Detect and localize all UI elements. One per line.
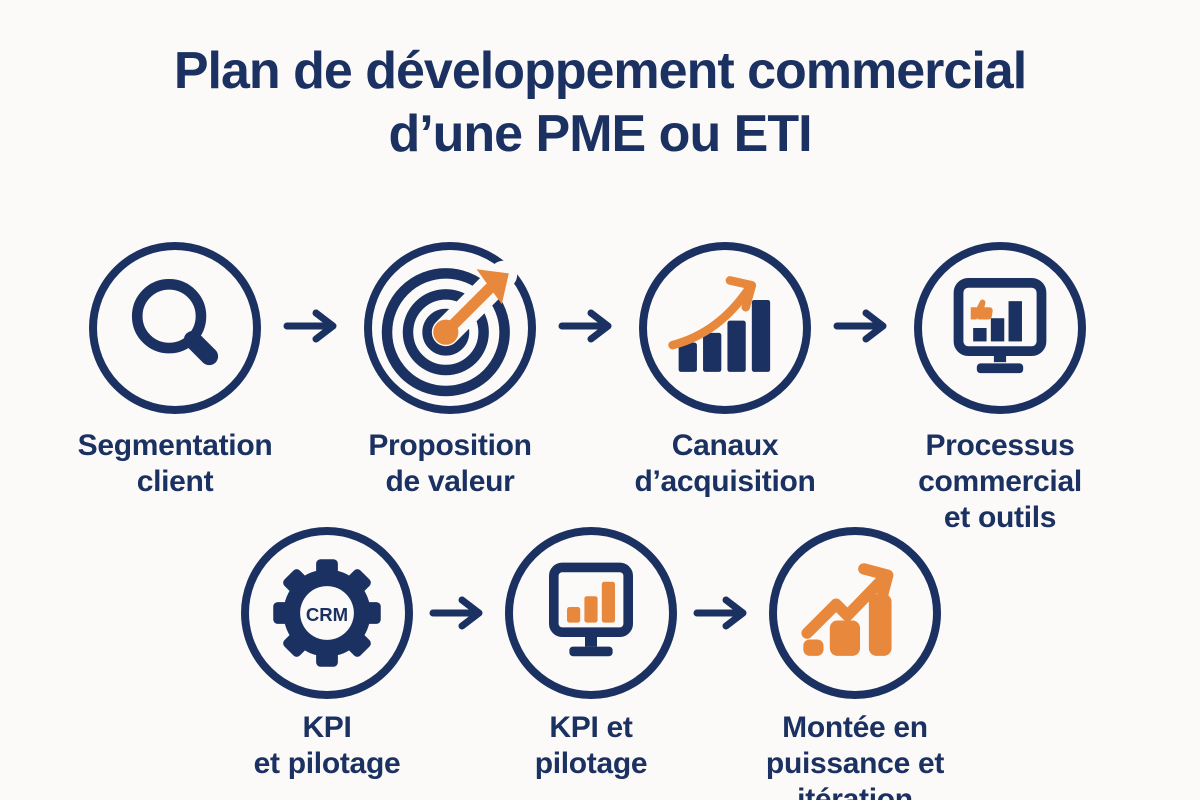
monitor-chart-icon (953, 277, 1047, 374)
step-label-line: KPI (302, 711, 352, 744)
step-circle: CRM (241, 527, 413, 699)
scaling-chart-icon (801, 563, 894, 656)
flow-arrow-icon (833, 309, 887, 343)
step-label-line: et pilotage (253, 747, 401, 780)
step-label: Processus commercial et outils (850, 428, 1150, 536)
crm-gear-icon: CRM (273, 559, 381, 667)
flow-arrow-icon (283, 309, 337, 343)
step-label: Proposition de valeur (300, 428, 600, 500)
step-label-line: pilotage (534, 747, 648, 780)
step-circle (364, 242, 536, 414)
title-line-2: d’une PME ou ETI (388, 105, 812, 164)
step-label: Canaux d’acquisition (575, 428, 875, 500)
page-title: Plan de développement commercial d’une P… (0, 40, 1200, 167)
step-label-line: Proposition (368, 429, 532, 462)
step-label-line: et outils (943, 501, 1057, 534)
monitor-kpi-icon (549, 562, 633, 657)
step-circle (639, 242, 811, 414)
title-line-1: Plan de développement commercial (173, 42, 1027, 100)
step-circle (769, 527, 941, 699)
step-label-line: d’acquisition (634, 465, 816, 498)
step-circle (89, 242, 261, 414)
growth-bars-icon (668, 276, 771, 372)
step-label-line: Montée en (782, 711, 928, 744)
step-label-line: commercial (918, 465, 1082, 498)
flow-arrow-icon (429, 596, 483, 630)
step-circle (505, 527, 677, 699)
step-label: KPI et pilotage (177, 710, 477, 782)
step-label: KPI et pilotage (441, 710, 741, 782)
step-label: Segmentation client (25, 428, 325, 500)
step-label-line: Processus (925, 429, 1075, 462)
target-dart-icon (381, 260, 518, 397)
flow-arrow-icon (558, 309, 612, 343)
step-label-line: puissance et (765, 747, 945, 780)
step-label-line: Segmentation (77, 429, 273, 462)
step-label-line: client (136, 465, 214, 498)
step-label-line: de valeur (385, 465, 515, 498)
step-circle (914, 242, 1086, 414)
flow-arrow-icon (693, 596, 747, 630)
step-label: Montée en puissance et itération (705, 710, 1005, 800)
magnifier-icon (131, 279, 219, 366)
step-label-line: KPI et (549, 711, 633, 744)
step-label-line: itération (797, 783, 913, 800)
step-label-line: Canaux (671, 429, 779, 462)
crm-label: CRM (306, 604, 348, 625)
